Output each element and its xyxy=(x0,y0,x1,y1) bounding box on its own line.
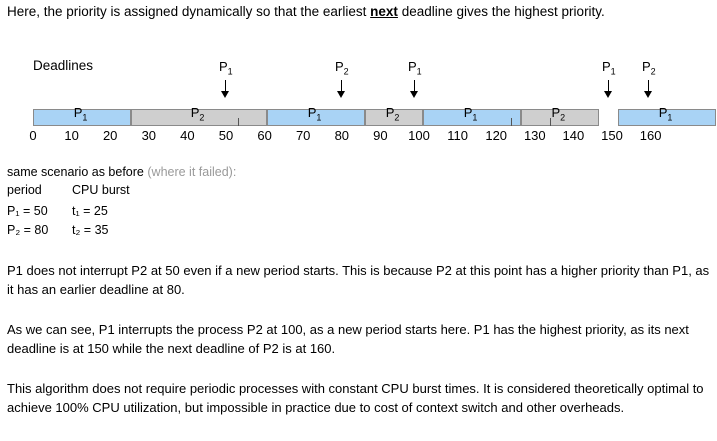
segment-p1 xyxy=(423,109,521,126)
deadline-arrow xyxy=(410,80,418,98)
paragraph-3: This algorithm does not require periodic… xyxy=(7,381,704,415)
axis-tick-label: 20 xyxy=(102,128,118,143)
bar-tick-line xyxy=(510,118,512,126)
segment-p2 xyxy=(130,109,267,126)
segment-p1 xyxy=(33,109,131,126)
segment-p2 xyxy=(520,109,599,126)
deadline-arrow xyxy=(604,80,612,98)
segment-label-sub: 2 xyxy=(560,112,566,123)
deadline-arrow-label: P1 xyxy=(219,59,233,77)
arrow-label-proc: P xyxy=(335,59,344,74)
paragraph-1: P1 does not interrupt P2 at 50 even if a… xyxy=(7,263,710,297)
intro-bold-next: next xyxy=(370,4,398,19)
deadline-arrow-label: P2 xyxy=(335,59,349,77)
segment-label: P2 xyxy=(191,105,205,123)
segment-label-proc: P xyxy=(658,105,668,120)
axis-tick-label: 150 xyxy=(601,128,623,143)
scenario-title-note: (where it failed): xyxy=(147,165,237,179)
axis-tick-label: 10 xyxy=(64,128,79,143)
intro-before: Here, the priority is assigned dynamical… xyxy=(7,4,371,19)
row2-period: P₂ = 80 xyxy=(7,223,49,237)
segment-label-sub: 2 xyxy=(199,112,205,123)
paragraph-2: As we can see, P1 interrupts the process… xyxy=(7,322,689,356)
axis-tick-label: 0 xyxy=(29,128,37,143)
segment-p1 xyxy=(267,109,365,126)
segment-label-proc: P xyxy=(385,105,395,120)
arrow-label-proc: P xyxy=(602,59,611,74)
deadline-arrow-label: P1 xyxy=(602,59,616,77)
segment-label-sub: 2 xyxy=(394,112,400,123)
bar-tick-line xyxy=(549,118,551,126)
axis-tick-label: 70 xyxy=(295,128,311,143)
intro-after: deadline gives the highest priority. xyxy=(397,4,605,19)
col-burst-header: CPU burst xyxy=(72,183,130,197)
scenario-title-main: same scenario as before xyxy=(7,165,144,179)
arrow-label-sub: 2 xyxy=(650,66,656,77)
axis-tick-label: 100 xyxy=(408,128,430,143)
segment-label: P1 xyxy=(464,105,478,123)
axis-tick-label: 130 xyxy=(523,128,546,143)
segment-label: P1 xyxy=(74,105,88,123)
segment-label: P2 xyxy=(552,105,566,123)
deadline-arrow-label: P1 xyxy=(408,59,422,77)
deadline-arrow xyxy=(337,80,345,98)
axis-tick-label: 50 xyxy=(218,128,234,143)
segment-label-sub: 1 xyxy=(316,112,322,123)
segment-label: P1 xyxy=(659,105,673,123)
deadline-arrow xyxy=(644,80,652,98)
bar-tick-line xyxy=(237,118,239,126)
row1-burst: t₁ = 25 xyxy=(72,204,108,218)
segment-label-sub: 1 xyxy=(667,112,673,123)
deadline-arrow xyxy=(221,80,229,98)
segment-p1 xyxy=(618,109,716,126)
axis-tick-label: 90 xyxy=(373,128,388,143)
segment-label: P2 xyxy=(386,105,400,123)
arrow-label-sub: 1 xyxy=(610,66,616,77)
axis-tick-label: 140 xyxy=(562,128,585,143)
segment-label-sub: 1 xyxy=(82,112,88,123)
axis-tick-label: 160 xyxy=(639,128,662,143)
intro-text: Here, the priority is assigned dynamical… xyxy=(7,4,605,19)
arrow-label-sub: 2 xyxy=(343,66,349,77)
segment-label-proc: P xyxy=(73,105,83,120)
segment-label-proc: P xyxy=(551,105,561,120)
segment-label-proc: P xyxy=(190,105,200,120)
segment-label-proc: P xyxy=(307,105,317,120)
col-period-header: period xyxy=(7,183,42,197)
segment-label: P1 xyxy=(308,105,322,123)
arrow-label-sub: 1 xyxy=(227,66,233,77)
axis-tick-label: 110 xyxy=(447,128,468,143)
scenario-title: same scenario as before (where it failed… xyxy=(7,165,236,179)
arrow-label-sub: 1 xyxy=(416,66,422,77)
arrow-label-proc: P xyxy=(219,59,228,74)
arrow-label-proc: P xyxy=(408,59,417,74)
segment-label-sub: 1 xyxy=(472,112,478,123)
axis-tick-label: 60 xyxy=(257,128,272,143)
axis-tick-label: 30 xyxy=(141,128,157,143)
row1-period: P₁ = 50 xyxy=(7,204,48,218)
arrow-label-proc: P xyxy=(642,59,651,74)
segment-label-proc: P xyxy=(463,105,473,120)
deadline-arrow-label: P2 xyxy=(642,59,656,77)
axis-tick-label: 80 xyxy=(334,128,350,143)
segment-p2 xyxy=(364,109,423,126)
deadlines-label: Deadlines xyxy=(33,58,94,73)
row2-burst: t₂ = 35 xyxy=(72,223,109,237)
axis-tick-label: 40 xyxy=(180,128,195,143)
axis-tick-label: 120 xyxy=(485,128,508,143)
